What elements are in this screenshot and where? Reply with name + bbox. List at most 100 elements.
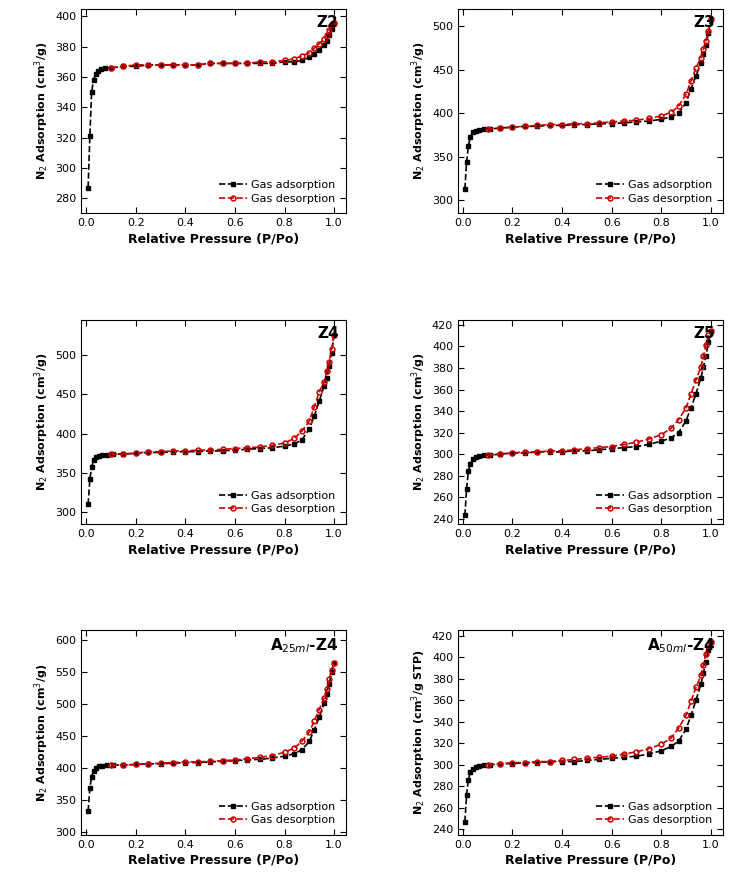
- Gas desorption: [620, 749, 629, 759]
- Gas desorption: [243, 753, 252, 764]
- Gas desorption: [320, 377, 328, 387]
- Gas desorption: [692, 682, 700, 693]
- Gas adsorption: [156, 59, 165, 70]
- Gas adsorption: [109, 760, 118, 771]
- Gas desorption: [686, 696, 695, 707]
- Gas adsorption: [325, 361, 334, 371]
- Gas adsorption: [323, 688, 331, 699]
- Gas desorption: [706, 14, 715, 25]
- Gas adsorption: [607, 753, 616, 764]
- Gas adsorption: [86, 782, 94, 793]
- Gas adsorption: [109, 448, 118, 459]
- Gas desorption: [290, 742, 299, 753]
- Gas adsorption: [144, 448, 153, 458]
- Gas adsorption: [297, 434, 306, 445]
- Line: Gas desorption: Gas desorption: [486, 329, 713, 457]
- Gas adsorption: [297, 744, 306, 755]
- Gas adsorption: [692, 388, 700, 399]
- Gas adsorption: [699, 361, 708, 372]
- Gas desorption: [533, 757, 542, 767]
- Gas adsorption: [582, 119, 591, 130]
- Gas desorption: [607, 116, 616, 127]
- Gas desorption: [315, 386, 324, 397]
- Gas desorption: [644, 113, 653, 123]
- Gas desorption: [704, 640, 713, 651]
- Gas adsorption: [83, 182, 92, 193]
- Gas adsorption: [682, 724, 691, 734]
- Gas desorption: [131, 448, 140, 458]
- Gas desorption: [644, 433, 653, 444]
- Gas adsorption: [193, 447, 202, 457]
- Gas desorption: [520, 447, 529, 457]
- Gas desorption: [686, 388, 695, 399]
- Gas adsorption: [181, 447, 190, 457]
- Gas adsorption: [461, 510, 469, 520]
- Gas desorption: [119, 61, 128, 72]
- Gas desorption: [230, 58, 239, 68]
- Gas adsorption: [496, 123, 505, 133]
- Gas desorption: [106, 63, 115, 74]
- Gas desorption: [520, 757, 529, 768]
- Gas adsorption: [206, 58, 215, 68]
- Text: Z5: Z5: [694, 326, 715, 341]
- Gas adsorption: [472, 762, 480, 773]
- Gas adsorption: [92, 762, 100, 773]
- Line: Gas adsorption: Gas adsorption: [463, 17, 713, 192]
- Gas adsorption: [475, 760, 483, 771]
- Gas desorption: [327, 344, 336, 354]
- Text: Z3: Z3: [694, 15, 715, 30]
- Gas desorption: [558, 119, 567, 130]
- Gas desorption: [632, 747, 641, 757]
- Gas adsorption: [486, 123, 494, 134]
- Gas adsorption: [156, 758, 165, 769]
- Gas adsorption: [520, 121, 529, 131]
- Gas adsorption: [508, 122, 517, 132]
- Gas adsorption: [119, 61, 128, 72]
- Gas desorption: [701, 36, 710, 46]
- Gas adsorption: [330, 17, 339, 28]
- Gas adsorption: [533, 121, 542, 131]
- Gas adsorption: [545, 757, 554, 767]
- Gas adsorption: [230, 756, 239, 766]
- Gas adsorption: [92, 452, 100, 463]
- Gas adsorption: [582, 446, 591, 456]
- Gas adsorption: [230, 58, 239, 68]
- Gas adsorption: [632, 441, 641, 452]
- Gas adsorption: [595, 445, 604, 456]
- Legend: Gas adsorption, Gas desorption: Gas adsorption, Gas desorption: [219, 491, 336, 514]
- Gas adsorption: [620, 117, 629, 128]
- Gas adsorption: [692, 70, 700, 81]
- Gas desorption: [558, 446, 567, 456]
- Gas desorption: [255, 441, 264, 452]
- Gas adsorption: [87, 87, 96, 98]
- Gas adsorption: [290, 749, 299, 759]
- Gas adsorption: [193, 757, 202, 768]
- Gas adsorption: [144, 59, 153, 70]
- Gas adsorption: [315, 44, 324, 55]
- Gas adsorption: [131, 61, 140, 72]
- X-axis label: Relative Pressure (P/Po): Relative Pressure (P/Po): [505, 543, 676, 556]
- Gas desorption: [206, 445, 215, 456]
- Gas desorption: [156, 757, 165, 768]
- Gas adsorption: [315, 396, 324, 407]
- Gas adsorption: [686, 402, 695, 413]
- Gas desorption: [496, 123, 505, 133]
- Gas adsorption: [461, 816, 469, 827]
- Gas desorption: [193, 445, 202, 456]
- Gas adsorption: [87, 772, 96, 782]
- Gas adsorption: [119, 448, 128, 459]
- Text: Z4: Z4: [317, 326, 339, 341]
- Gas desorption: [144, 758, 153, 769]
- Gas desorption: [570, 754, 579, 765]
- Gas adsorption: [325, 678, 334, 689]
- Gas desorption: [310, 401, 319, 412]
- Gas desorption: [119, 760, 128, 771]
- Gas desorption: [483, 123, 492, 134]
- Gas adsorption: [657, 114, 666, 124]
- Gas desorption: [595, 752, 604, 763]
- Line: Gas desorption: Gas desorption: [486, 17, 713, 131]
- Gas adsorption: [704, 645, 713, 655]
- Gas adsorption: [290, 439, 299, 449]
- Gas adsorption: [675, 108, 683, 119]
- Gas desorption: [686, 75, 695, 86]
